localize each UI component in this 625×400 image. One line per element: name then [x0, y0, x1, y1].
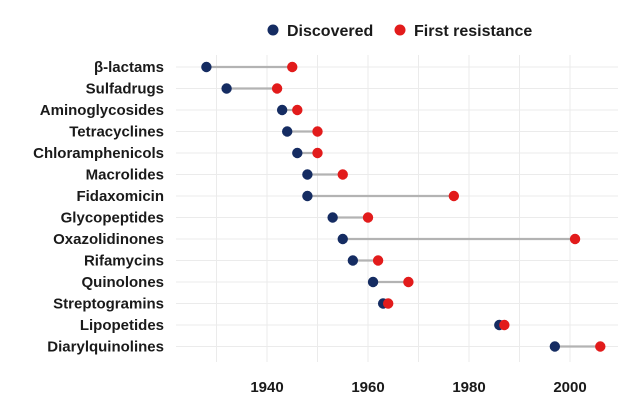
point-discovered: [347, 255, 359, 266]
legend-marker-discovered: [267, 24, 279, 36]
segments-layer: [206, 65, 601, 348]
category-label: Streptogramins: [53, 296, 164, 313]
point-first-resistance: [569, 233, 581, 245]
category-label: Quinolones: [82, 274, 165, 291]
point-first-resistance: [499, 319, 510, 331]
point-first-resistance: [403, 276, 414, 288]
point-first-resistance: [287, 61, 298, 73]
legend-marker-first-resistance: [394, 24, 406, 36]
category-label: Sulfadrugs: [86, 81, 164, 98]
category-labels: β-lactams Sulfadrugs Aminoglycosides Tetrac…: [33, 59, 164, 356]
point-discovered: [302, 190, 313, 202]
category-label: Chloramphenicols: [33, 145, 164, 162]
point-discovered: [367, 276, 379, 288]
point-discovered: [282, 126, 293, 137]
category-label: Aminoglycosides: [40, 102, 164, 119]
points-layer: [201, 61, 606, 352]
category-label: Rifamycins: [84, 253, 164, 270]
category-label: Diarylquinolines: [47, 339, 164, 356]
point-discovered: [221, 83, 232, 94]
point-first-resistance: [292, 104, 303, 116]
point-discovered: [276, 104, 288, 116]
point-discovered: [302, 169, 313, 180]
category-label: Glycopeptides: [61, 210, 164, 227]
point-first-resistance: [271, 83, 283, 94]
point-discovered: [292, 147, 303, 159]
category-label: Tetracyclines: [69, 124, 164, 141]
point-first-resistance: [312, 147, 323, 159]
point-discovered: [201, 61, 212, 73]
category-label: Fidaxomicin: [76, 188, 164, 205]
category-label: β-lactams: [94, 59, 164, 76]
point-first-resistance: [337, 169, 348, 180]
point-discovered: [327, 212, 338, 223]
legend: Discovered First resistance: [267, 23, 532, 40]
x-tick-label: 2000: [553, 379, 586, 396]
x-tick-label: 1940: [250, 379, 283, 396]
legend-label-first-resistance: First resistance: [414, 23, 532, 40]
category-label: Macrolides: [86, 167, 164, 184]
grid-layer: [176, 55, 618, 362]
point-first-resistance: [362, 212, 374, 223]
point-first-resistance: [448, 190, 460, 202]
point-first-resistance: [383, 298, 394, 309]
x-tick-label: 1960: [351, 379, 384, 396]
x-axis-ticks: 1940 1960 1980 2000: [250, 379, 586, 396]
legend-label-discovered: Discovered: [287, 23, 373, 40]
x-tick-label: 1980: [452, 379, 485, 396]
category-label: Lipopetides: [80, 317, 164, 334]
point-discovered: [337, 233, 348, 245]
point-first-resistance: [595, 341, 606, 352]
point-first-resistance: [372, 255, 384, 266]
point-discovered: [549, 341, 561, 352]
category-label: Oxazolidinones: [53, 231, 164, 248]
point-first-resistance: [312, 126, 323, 137]
